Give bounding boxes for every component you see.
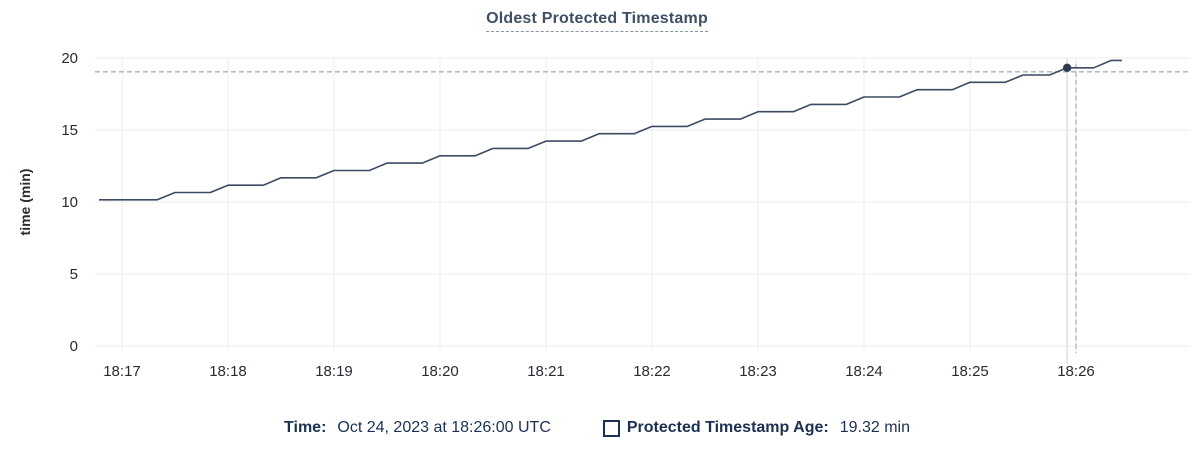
hover-dot-point	[1062, 63, 1072, 72]
x-tick-label: 18:17	[103, 363, 141, 380]
time-value: Oct 24, 2023 at 18:26:00 UTC	[337, 419, 551, 436]
y-tick-label: 20	[61, 50, 78, 67]
series-line	[99, 59, 1122, 201]
series-label: Protected Timestamp Age:	[626, 419, 829, 436]
chart-title-row: Oldest Protected Timestamp	[0, 10, 1194, 32]
hover-dot	[1062, 63, 1072, 72]
y-tick-label: 5	[70, 266, 78, 283]
x-tick-label: 18:22	[633, 363, 671, 380]
y-tick-label: 15	[61, 122, 78, 139]
crosshair	[95, 63, 1190, 353]
gridlines-horizontal	[95, 57, 1190, 347]
y-axis-title: time (min)	[17, 169, 33, 236]
gridlines-vertical	[121, 58, 1077, 350]
y-tick-label: 0	[70, 338, 78, 355]
chart-title[interactable]: Oldest Protected Timestamp	[486, 10, 708, 32]
y-axis-tick-labels: 0 5 10 15 20	[61, 50, 78, 355]
x-tick-label: 18:25	[951, 363, 989, 380]
series-swatch-icon	[602, 419, 620, 437]
y-tick-label: 10	[61, 194, 78, 211]
x-tick-label: 18:18	[209, 363, 247, 380]
series-path	[99, 59, 1122, 201]
x-axis-tick-labels: 18:17 18:18 18:19 18:20 18:21 18:22 18:23 18:24…	[103, 363, 1095, 380]
x-tick-label: 18:23	[739, 363, 777, 380]
hover-legend: Time: Oct 24, 2023 at 18:26:00 UTC Prote…	[0, 419, 1194, 437]
x-tick-label: 18:24	[845, 363, 883, 380]
x-tick-label: 18:19	[315, 363, 353, 380]
x-tick-label: 18:26	[1057, 363, 1095, 380]
x-tick-label: 18:21	[527, 363, 565, 380]
legend-series-toggle[interactable]: Protected Timestamp Age: 19.32 min	[602, 419, 910, 437]
legend-time-group: Time: Oct 24, 2023 at 18:26:00 UTC	[284, 419, 551, 437]
series-value: 19.32 min	[839, 419, 910, 436]
time-label: Time:	[284, 419, 327, 436]
x-tick-label: 18:20	[421, 363, 459, 380]
